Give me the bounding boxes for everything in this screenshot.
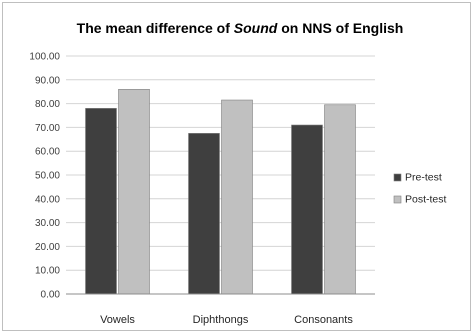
gridlines: [66, 55, 375, 271]
bar-pre-test-diphthongs: [188, 133, 220, 295]
x-axis-category-labels: Vowels Diphthongs Consonants: [100, 314, 353, 326]
bar-post-test-consonants: [324, 104, 356, 295]
bar-pre-test-vowels: [85, 108, 117, 295]
bar-post-test-diphthongs: [221, 99, 253, 295]
chart-title-part-1: The mean difference of: [77, 20, 234, 36]
chart-title-part-2: Sound: [234, 20, 278, 36]
y-tick-label: 90.00: [35, 75, 60, 86]
bar-pre-test-consonants: [291, 124, 323, 295]
y-tick-label: 40.00: [35, 194, 60, 205]
legend-swatch: [393, 173, 402, 182]
y-tick-label: 0.00: [41, 290, 61, 301]
y-tick-label: 60.00: [35, 147, 60, 158]
y-axis-tick-labels: 0.00 10.00 20.00 30.00 40.00 50.00 60.00 70.00 8…: [29, 52, 60, 301]
legend-label: Pre-test: [405, 172, 442, 184]
y-tick-label: 30.00: [35, 218, 60, 229]
legend: Pre-test Post-test: [393, 172, 447, 206]
chart-title: The mean difference of Sound on NNS of E…: [77, 20, 404, 36]
bars: [85, 89, 356, 295]
x-category-label: Consonants: [294, 314, 353, 326]
y-tick-label: 20.00: [35, 242, 60, 253]
y-tick-label: 70.00: [35, 123, 60, 134]
x-category-label: Diphthongs: [193, 314, 249, 326]
legend-label: Post-test: [405, 194, 447, 206]
y-tick-label: 10.00: [35, 266, 60, 277]
y-tick-label: 80.00: [35, 99, 60, 110]
y-tick-label: 100.00: [29, 52, 60, 63]
bar-post-test-vowels: [118, 89, 150, 295]
x-category-label: Vowels: [100, 314, 135, 326]
legend-swatch: [393, 195, 402, 204]
chart-title-part-3: on NNS of English: [277, 20, 403, 36]
y-tick-label: 50.00: [35, 171, 60, 182]
